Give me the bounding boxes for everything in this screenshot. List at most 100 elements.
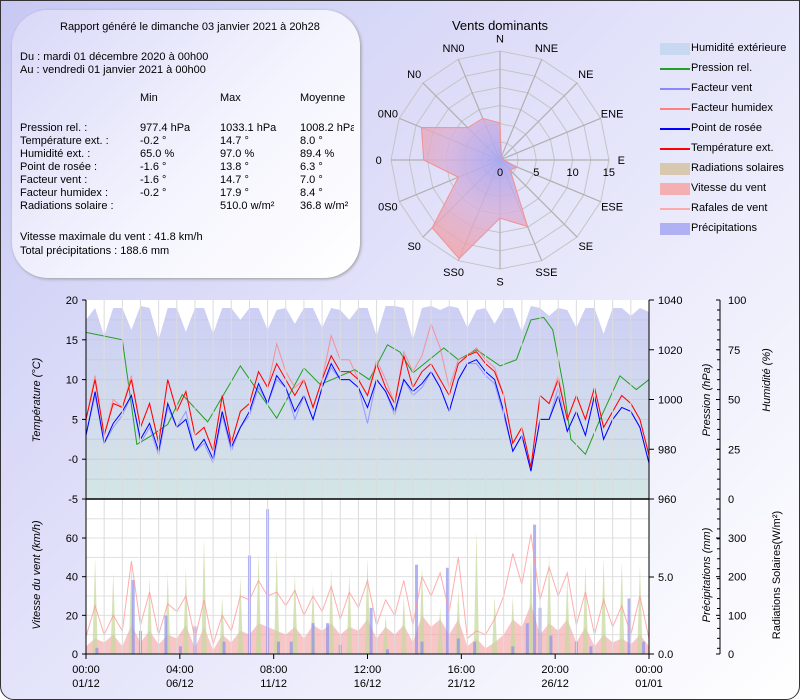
temperature-tick-label: 10 [66, 375, 78, 387]
summary-avg: 7.0 ° [300, 174, 323, 186]
rose-direction-label: ESE [601, 201, 623, 213]
humidity-mask [86, 300, 649, 340]
rose-spoke [499, 59, 543, 161]
summary-label: Température ext. : [20, 135, 109, 147]
solar-spike [419, 565, 425, 654]
rose-polygon [420, 117, 529, 260]
summary-min: -0.2 ° [140, 187, 167, 199]
summary-max: 14.7 ° [220, 135, 249, 147]
rain-bar [222, 641, 226, 654]
solar-spike [437, 607, 443, 654]
x-tick-date: 11/12 [260, 678, 287, 690]
legend-label: Précipitations [691, 222, 758, 234]
temperature-tick-label: 15 [66, 335, 78, 347]
legend-swatch [660, 148, 690, 150]
humidity-axis-label: Humidité (%) [761, 348, 773, 412]
solar-spike [382, 615, 389, 654]
rain-bar [164, 615, 168, 654]
solar-spike [528, 557, 534, 654]
x-tick-time: 00:00 [72, 664, 100, 676]
summary-min: -1.6 ° [140, 174, 167, 186]
legend-swatch [660, 128, 690, 130]
summary-avg: 1008.2 hPa [300, 122, 354, 134]
solar-spike [455, 588, 462, 654]
solar-spike [637, 565, 643, 654]
summary-label: Facteur vent : [20, 174, 88, 186]
rose-direction-label: ENE [601, 109, 624, 121]
solar-spike [564, 576, 570, 654]
summary-max: 13.8 ° [220, 161, 249, 173]
summary-avg: 89.4 % [300, 148, 335, 160]
summary-avg: 8.4 ° [300, 187, 323, 199]
legend-label: Rafales de vent [691, 202, 768, 214]
rose-direction-label: SE [578, 241, 593, 253]
legend-label: Vitesse du vent [691, 182, 767, 194]
solar-spike [255, 553, 262, 654]
summary-label: Humidité ext. : [20, 148, 91, 160]
solar-spike [183, 566, 189, 654]
x-tick-date: 16/12 [354, 678, 382, 690]
wind-tick-label: 20 [66, 610, 78, 622]
solar-spike [473, 530, 480, 654]
summary-max: 14.7 ° [220, 174, 249, 186]
legend-label: Température ext. [691, 142, 774, 154]
summary-max: 510.0 w/m² [220, 200, 275, 212]
rain-bar [178, 646, 182, 654]
summary-avg: 6.3 ° [300, 161, 323, 173]
x-tick-date: 21/12 [448, 678, 476, 690]
gusts-line [86, 534, 649, 645]
rain-bar [627, 598, 631, 654]
pressure-tick-label: 960 [658, 494, 676, 506]
rose-tick-label: 5 [533, 167, 539, 179]
wind-axis-label: Vitesse du vent (km/h) [31, 520, 43, 630]
max-wind: Vitesse maximale du vent : 41.8 km/h [20, 231, 203, 243]
rose-direction-label: SS0 [443, 267, 464, 279]
rain-tick-label: 0.0 [658, 649, 673, 661]
rain-bar [131, 580, 135, 654]
summary-panel: Rapport généré le dimanche 03 janvier 20… [12, 10, 360, 278]
x-tick-date: 01/12 [72, 678, 100, 690]
x-tick-date: 26/12 [541, 678, 569, 690]
solar-spike [582, 565, 589, 654]
temperature-tick-label: 20 [66, 295, 78, 307]
humidity-tick-label: 50 [728, 395, 740, 407]
legend-swatch [660, 43, 690, 55]
period-from: Du : mardi 01 décembre 2020 à 00h00 [20, 51, 209, 63]
summary-max: 97.0 % [220, 148, 255, 160]
summary-label: Point de rosée : [20, 161, 98, 173]
rose-direction-label: 0N0 [378, 109, 398, 121]
x-tick-time: 16:00 [448, 664, 476, 676]
solar-axis-label: Radiations Solaires(W/m²) [771, 511, 783, 639]
solar-spike [201, 537, 207, 654]
pressure-tick-label: 1040 [658, 295, 682, 307]
summary-min: -0.2 ° [140, 135, 167, 147]
pressure-tick-label: 980 [658, 444, 676, 456]
rain-bar [473, 641, 477, 654]
wind-rose-title: Vents dominants [452, 18, 549, 33]
solar-tick-label: 200 [728, 572, 746, 584]
pressure-tick-label: 1020 [658, 345, 682, 357]
rain-bar [326, 623, 330, 654]
legend-swatch [660, 183, 690, 195]
rose-spoke [499, 159, 578, 238]
rose-tick-label: 10 [566, 167, 578, 179]
solar-spike [110, 572, 116, 654]
x-tick-date: 01/01 [635, 678, 663, 690]
rose-direction-label: S0 [407, 241, 420, 253]
wind-tick-label: 0 [72, 649, 78, 661]
rose-spoke [499, 117, 601, 161]
rain-bar [525, 623, 529, 654]
rain-bar [311, 623, 315, 654]
legend-swatch [660, 68, 690, 70]
pressure-tick-label: 1000 [658, 395, 682, 407]
x-tick-time: 04:00 [166, 664, 194, 676]
x-tick-time: 08:00 [260, 664, 288, 676]
solar-spike [491, 595, 498, 654]
rain-bar [549, 635, 553, 654]
rain-bar [420, 641, 424, 654]
humidity-tick-label: 0 [728, 494, 734, 506]
summary-min: 977.4 hPa [140, 122, 191, 134]
solar-spike [546, 553, 552, 654]
rain-bar [369, 607, 373, 654]
summary-max: 17.9 ° [220, 187, 249, 199]
